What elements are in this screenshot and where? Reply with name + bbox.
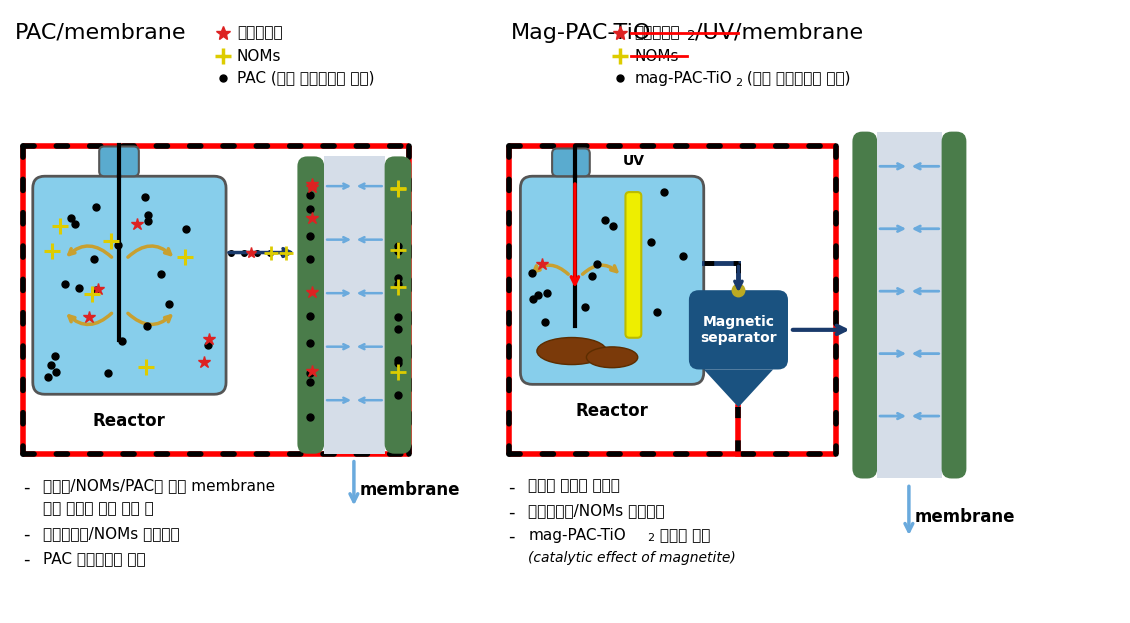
Text: 2: 2 <box>687 29 696 42</box>
FancyBboxPatch shape <box>626 192 642 338</box>
Text: 미생물/NOMs/PAC로 인해 membrane: 미생물/NOMs/PAC로 인해 membrane <box>43 478 275 493</box>
FancyBboxPatch shape <box>521 176 704 384</box>
Text: mag-PAC-TiO: mag-PAC-TiO <box>529 528 626 543</box>
Text: PAC (미량 유기화합물 흡착): PAC (미량 유기화합물 흡착) <box>237 70 374 85</box>
Text: 유해미생물: 유해미생물 <box>634 25 680 40</box>
Text: (catalytic effect of magnetite): (catalytic effect of magnetite) <box>529 551 736 565</box>
Text: -: - <box>508 528 515 546</box>
Text: 열재생 가능: 열재생 가능 <box>655 528 711 543</box>
Text: membrane: membrane <box>915 508 1016 526</box>
Text: -: - <box>23 478 29 497</box>
Text: 파울링 효과가 최소화: 파울링 효과가 최소화 <box>529 478 620 493</box>
Text: -: - <box>23 526 29 544</box>
Text: mag-PAC-TiO: mag-PAC-TiO <box>634 70 732 85</box>
Text: NOMs: NOMs <box>237 49 281 64</box>
Text: 2: 2 <box>736 78 742 88</box>
Text: -: - <box>23 551 29 569</box>
Text: 공극 파울링 효과 매우 큼: 공극 파울링 효과 매우 큼 <box>43 502 154 516</box>
Text: PAC/membrane: PAC/membrane <box>15 22 186 42</box>
Text: Magnetic
separator: Magnetic separator <box>701 315 776 345</box>
Text: 2: 2 <box>647 533 654 543</box>
Text: PAC 열재생능력 낙음: PAC 열재생능력 낙음 <box>43 551 146 566</box>
Text: Mag-PAC-TiO: Mag-PAC-TiO <box>511 22 651 42</box>
Text: -: - <box>508 478 515 497</box>
Ellipse shape <box>537 338 607 364</box>
Text: 유해미생물/NOMs 제거못함: 유해미생물/NOMs 제거못함 <box>43 526 180 541</box>
FancyBboxPatch shape <box>941 131 966 478</box>
Bar <box>324 156 384 454</box>
Bar <box>877 131 941 478</box>
Ellipse shape <box>586 347 637 368</box>
Text: Reactor: Reactor <box>93 412 165 430</box>
Text: NOMs: NOMs <box>634 49 679 64</box>
FancyBboxPatch shape <box>33 176 226 394</box>
FancyBboxPatch shape <box>297 156 324 454</box>
FancyBboxPatch shape <box>852 131 877 478</box>
Text: -: - <box>508 503 515 521</box>
Text: 유해미생물/NOMs 동시제거: 유해미생물/NOMs 동시제거 <box>529 503 664 518</box>
Text: (미량 유기화합물 흡착): (미량 유기화합물 흡착) <box>742 70 851 85</box>
Text: UV: UV <box>623 155 644 168</box>
Text: /UV/membrane: /UV/membrane <box>695 22 863 42</box>
FancyBboxPatch shape <box>553 148 590 176</box>
Text: Reactor: Reactor <box>575 402 647 420</box>
FancyBboxPatch shape <box>384 156 411 454</box>
Text: membrane: membrane <box>359 482 460 500</box>
FancyBboxPatch shape <box>689 290 788 369</box>
Text: 유해미생물: 유해미생물 <box>237 25 282 40</box>
Polygon shape <box>704 369 773 407</box>
FancyBboxPatch shape <box>99 146 139 176</box>
